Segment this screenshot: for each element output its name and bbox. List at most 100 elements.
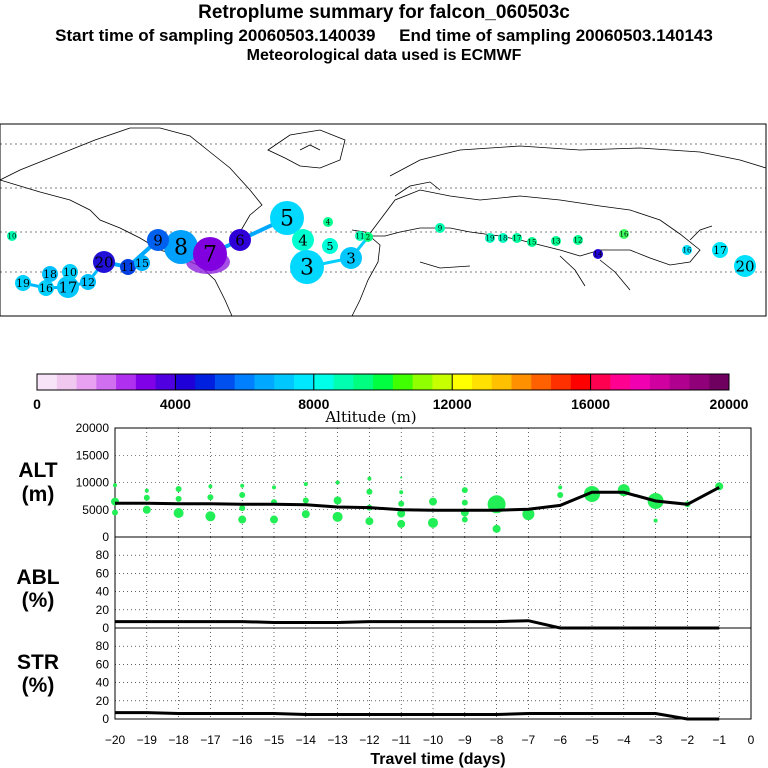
map-marker xyxy=(270,201,304,235)
map-marker-label: 20 xyxy=(94,253,113,271)
alt-unit: (m) xyxy=(22,483,55,506)
map-marker xyxy=(80,274,96,290)
scatter-point xyxy=(397,509,406,518)
y-tick-label: 60 xyxy=(96,657,110,671)
scatter-point xyxy=(333,496,342,505)
colorbar-swatch xyxy=(452,374,473,390)
map-marker-label: 12 xyxy=(81,276,95,289)
colorbar-tick-label: 8000 xyxy=(298,396,329,412)
y-tick-label: 0 xyxy=(102,712,109,726)
map-marker-label: 19 xyxy=(486,234,495,242)
map-marker-label: 14 xyxy=(594,250,603,258)
scatter-point xyxy=(653,518,658,523)
map-marker-label: 12 xyxy=(574,236,583,244)
alt-label: ALT xyxy=(18,459,57,482)
map-marker-label: 6 xyxy=(235,231,245,249)
map-marker-label: 3 xyxy=(346,249,356,267)
map-marker-label: 10 xyxy=(63,266,77,279)
y-tick-label: 40 xyxy=(96,585,110,599)
colorbar-swatch xyxy=(155,374,176,390)
map-marker xyxy=(7,231,17,241)
scatter-point xyxy=(398,500,405,507)
scatter-point xyxy=(144,488,149,493)
y-tick-label: 60 xyxy=(96,566,110,580)
colorbar-swatch xyxy=(254,374,275,390)
colorbar-tick-label: 0 xyxy=(33,396,41,412)
colorbar-swatch xyxy=(214,374,236,390)
str-unit: (%) xyxy=(22,674,55,697)
scatter-point xyxy=(335,480,340,485)
scatter-point xyxy=(429,497,437,506)
colorbar-tick-label: 16000 xyxy=(571,396,610,412)
map-marker-label: 11 xyxy=(121,261,135,274)
map-marker-label: 18 xyxy=(43,268,57,281)
x-tick-label: −6 xyxy=(553,733,567,747)
scatter-point xyxy=(366,488,373,495)
colorbar-swatch xyxy=(511,374,532,390)
scatter-point xyxy=(207,494,214,501)
str-panel: 80 60 40 20 0 xyxy=(96,627,752,726)
map-marker-label: 5 xyxy=(327,240,334,253)
colorbar-swatch xyxy=(37,374,58,390)
x-tick-label: −5 xyxy=(585,733,599,747)
colorbar-swatch xyxy=(76,374,97,390)
y-tick-label: 5000 xyxy=(82,503,109,517)
y-tick-label: 15000 xyxy=(76,448,110,462)
map-marker-label: 17 xyxy=(713,244,727,257)
colorbar-swatch xyxy=(175,374,196,390)
x-tick-label: −16 xyxy=(232,733,253,747)
scatter-point xyxy=(367,476,372,481)
map-marker-label: 8 xyxy=(174,236,188,261)
x-tick-label: −1 xyxy=(712,733,726,747)
map-marker-label: 2 xyxy=(366,233,370,241)
x-tick-label: −7 xyxy=(522,733,536,747)
map-marker xyxy=(57,276,79,298)
map-marker xyxy=(573,235,583,245)
map-marker-label: 18 xyxy=(499,234,508,242)
map-marker-label: 17 xyxy=(513,234,522,242)
map-marker-label: 9 xyxy=(438,224,442,232)
scatter-point xyxy=(584,485,600,502)
scatter-point xyxy=(303,482,308,487)
x-tick-label: −10 xyxy=(423,733,444,747)
x-tick-label: −4 xyxy=(617,733,631,747)
map-marker xyxy=(147,229,169,251)
scatter-point xyxy=(332,511,343,522)
scatter-point xyxy=(492,524,501,533)
colorbar-swatch xyxy=(195,374,216,390)
map-marker xyxy=(322,238,338,254)
map-marker xyxy=(551,236,561,246)
scatter-point xyxy=(365,517,374,526)
sampling-times: Start time of sampling 20060503.140039 E… xyxy=(55,26,713,45)
x-tick-label: −14 xyxy=(296,733,317,747)
map-marker xyxy=(355,231,365,241)
y-tick-label: 20 xyxy=(96,694,110,708)
map-marker-label: 4 xyxy=(326,218,331,226)
met-data-note: Meteorological data used is ECMWF xyxy=(246,47,522,64)
scatter-point xyxy=(143,494,150,501)
map-marker xyxy=(712,242,728,258)
map-frame xyxy=(0,123,767,317)
map-marker-label: 17 xyxy=(58,278,77,296)
map-marker xyxy=(62,264,78,280)
x-tick-label: −19 xyxy=(137,733,158,747)
map-marker-label: 16 xyxy=(620,230,629,238)
abl-series-line xyxy=(115,619,720,630)
map-marker xyxy=(435,223,445,233)
scatter-point xyxy=(173,508,184,519)
str-series-line xyxy=(115,711,720,721)
y-tick-label: 20000 xyxy=(76,421,110,435)
map-marker xyxy=(593,249,603,259)
colorbar: 0 4000 8000 12000 16000 20000 xyxy=(33,373,749,412)
colorbar-swatch xyxy=(294,374,315,390)
x-tick-label: −2 xyxy=(681,733,695,747)
map-marker xyxy=(323,217,333,227)
map-marker-label: 15 xyxy=(528,238,537,246)
x-tick-label: −17 xyxy=(200,733,221,747)
map-marker xyxy=(485,233,495,243)
map-marker xyxy=(229,229,251,251)
map-marker-label: 19 xyxy=(16,277,30,290)
map-marker-label: 16 xyxy=(39,282,53,295)
map-marker xyxy=(498,233,508,243)
